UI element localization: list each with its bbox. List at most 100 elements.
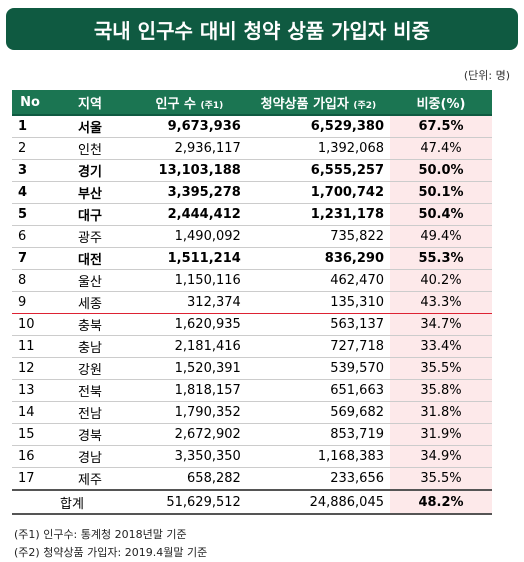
cell: 55.3%: [390, 247, 492, 270]
cell: 13: [12, 379, 48, 402]
cell: 31.8%: [390, 401, 492, 424]
cell: 1,150,116: [132, 269, 247, 292]
cell: 대전: [48, 247, 132, 270]
cell: 강원: [48, 357, 132, 380]
row: 17 제주 658,282 233,656 35.5%: [12, 467, 492, 491]
cell: 1,392,068: [246, 137, 390, 160]
cell: 35.8%: [390, 379, 492, 402]
cell: 인천: [48, 137, 132, 160]
cell: 세종: [48, 291, 132, 314]
cell: 836,290: [246, 247, 390, 270]
cell: 727,718: [246, 335, 390, 358]
cell: 충남: [48, 335, 132, 358]
header-row: No 지역 인구 수 (주1) 청약상품 가입자 (주2) 비중(%): [12, 90, 492, 116]
cell: 48.2%: [390, 489, 492, 515]
header-text: 지역: [78, 96, 102, 112]
header-text: 비중(%): [416, 96, 466, 112]
cell: 제주: [48, 467, 132, 491]
cell: 광주: [48, 225, 132, 248]
cell: 1,700,742: [246, 181, 390, 204]
table: No 지역 인구 수 (주1) 청약상품 가입자 (주2) 비중(%) 1 서울 9,673,…: [12, 90, 492, 515]
cell: 6,529,380: [246, 115, 390, 138]
cell: 462,470: [246, 269, 390, 292]
row: 6 광주 1,490,092 735,822 49.4%: [12, 225, 492, 248]
cell: 3,395,278: [132, 181, 247, 204]
cell: 1,620,935: [132, 313, 247, 336]
row: 8 울산 1,150,116 462,470 40.2%: [12, 269, 492, 292]
cell: 735,822: [246, 225, 390, 248]
cell: 14: [12, 401, 48, 424]
cell: 135,310: [246, 291, 390, 314]
cell: 1,818,157: [132, 379, 247, 402]
cell: 40.2%: [390, 269, 492, 292]
cell: 5: [12, 203, 48, 226]
cell: 7: [12, 247, 48, 270]
column-header: 지역: [48, 90, 132, 116]
cell: 전남: [48, 401, 132, 424]
cell: 1,790,352: [132, 401, 247, 424]
total-row: 합계 51,629,512 24,886,045 48.2%: [12, 489, 492, 515]
cell: 2,444,412: [132, 203, 247, 226]
header-text: 인구 수: [155, 96, 196, 112]
cell: 34.7%: [390, 313, 492, 336]
cell: 539,570: [246, 357, 390, 380]
cell: 34.9%: [390, 445, 492, 468]
cell: 대구: [48, 203, 132, 226]
footnote: (주1) 인구수: 통계청 2018년말 기준: [14, 528, 187, 541]
row: 2 인천 2,936,117 1,392,068 47.4%: [12, 137, 492, 160]
cell: 17: [12, 467, 48, 491]
cell: 49.4%: [390, 225, 492, 248]
cell: 50.1%: [390, 181, 492, 204]
row: 9 세종 312,374 135,310 43.3%: [12, 291, 492, 314]
cell: 15: [12, 423, 48, 446]
cell: 경남: [48, 445, 132, 468]
header-text: 청약상품 가입자: [260, 96, 349, 112]
cell: 67.5%: [390, 115, 492, 138]
cell: 50.4%: [390, 203, 492, 226]
cell: 47.4%: [390, 137, 492, 160]
header-note: (주2): [353, 100, 377, 111]
cell: 563,137: [246, 313, 390, 336]
cell: 6,555,257: [246, 159, 390, 182]
cell: 50.0%: [390, 159, 492, 182]
cell: 경기: [48, 159, 132, 182]
row: 13 전북 1,818,157 651,663 35.8%: [12, 379, 492, 402]
cell: 569,682: [246, 401, 390, 424]
cell: 6: [12, 225, 48, 248]
cell: 312,374: [132, 291, 247, 314]
cell: 9: [12, 291, 48, 314]
row: 16 경남 3,350,350 1,168,383 34.9%: [12, 445, 492, 468]
column-header: No: [12, 90, 48, 116]
title: 국내 인구수 대비 청약 상품 가입자 비중: [6, 8, 518, 50]
row: 11 충남 2,181,416 727,718 33.4%: [12, 335, 492, 358]
cell: 43.3%: [390, 291, 492, 314]
cell: 233,656: [246, 467, 390, 491]
row: 5 대구 2,444,412 1,231,178 50.4%: [12, 203, 492, 226]
cell: 충북: [48, 313, 132, 336]
cell: 51,629,512: [132, 489, 247, 515]
row: 7 대전 1,511,214 836,290 55.3%: [12, 247, 492, 270]
header-note: (주1): [200, 100, 224, 111]
cell: 4: [12, 181, 48, 204]
cell: 9,673,936: [132, 115, 247, 138]
cell: 1,231,178: [246, 203, 390, 226]
unit: (단위: 명): [463, 69, 510, 82]
header-text: No: [20, 94, 40, 110]
column-header: 청약상품 가입자 (주2): [246, 90, 390, 116]
cell: 853,719: [246, 423, 390, 446]
cell: 33.4%: [390, 335, 492, 358]
cell: 13,103,188: [132, 159, 247, 182]
cell: 2,672,902: [132, 423, 247, 446]
cell: 3: [12, 159, 48, 182]
row: 12 강원 1,520,391 539,570 35.5%: [12, 357, 492, 380]
row: 14 전남 1,790,352 569,682 31.8%: [12, 401, 492, 424]
cell: 35.5%: [390, 357, 492, 380]
row: 4 부산 3,395,278 1,700,742 50.1%: [12, 181, 492, 204]
cell: 1,490,092: [132, 225, 247, 248]
cell: 2,936,117: [132, 137, 247, 160]
cell: 1: [12, 115, 48, 138]
cell: 24,886,045: [246, 489, 390, 515]
row: 1 서울 9,673,936 6,529,380 67.5%: [12, 115, 492, 138]
cell: 3,350,350: [132, 445, 247, 468]
cell: 울산: [48, 269, 132, 292]
